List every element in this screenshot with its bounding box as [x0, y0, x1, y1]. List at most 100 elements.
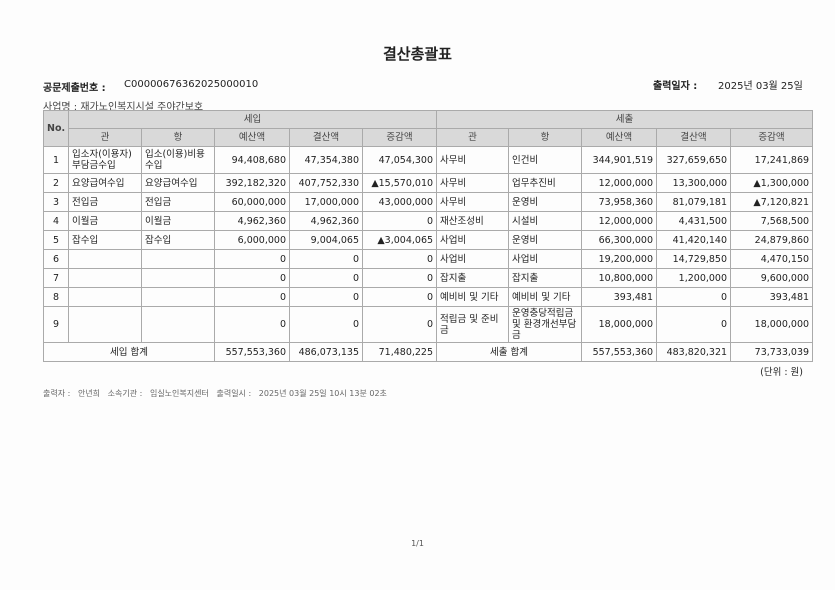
cell-r-gwan: 잡수입 [68, 230, 142, 250]
header-r-settled: 결산액 [289, 128, 363, 147]
expense-total-diff: 73,733,039 [730, 342, 814, 362]
cell-e-budget: 18,000,000 [581, 306, 658, 343]
cell-e-diff: 9,600,000 [730, 268, 814, 288]
cell-e-gwan: 잡지출 [436, 268, 510, 288]
cell-r-budget: 60,000,000 [214, 192, 290, 212]
cell-e-budget: 12,000,000 [581, 173, 658, 193]
cell-r-settled: 407,752,330 [289, 173, 363, 193]
cell-r-gwan: 전입금 [68, 192, 142, 212]
cell-r-budget: 6,000,000 [214, 230, 290, 250]
table-row: 4 이월금 이월금 4,962,360 4,962,360 0 재산조성비 시설비 12,000… [43, 211, 814, 231]
cell-r-diff: 47,054,300 [361, 146, 438, 174]
table-row: 6 0 0 0 사업비 사업비 19,200,000 14,729,850 4,470,150 [43, 249, 814, 269]
cell-e-gwan: 사무비 [436, 146, 510, 174]
cell-e-hang: 업무추진비 [508, 173, 583, 193]
summary-table: No. 세입 세출 관 항 예산액 결산액 증감액 관 항 예산액 결산액 증감… [43, 110, 814, 362]
cell-no: 7 [43, 268, 69, 288]
revenue-total-budget: 557,553,360 [214, 342, 290, 362]
print-date: 2025년 03월 25일 [718, 81, 803, 92]
cell-r-diff: 0 [361, 268, 438, 288]
cell-e-gwan: 사무비 [436, 173, 510, 193]
cell-e-budget: 344,901,519 [581, 146, 658, 174]
doc-no: C00000676362025000010 [124, 79, 259, 90]
cell-no: 3 [43, 192, 69, 212]
print-date-label: 출력일자 : [653, 81, 698, 92]
expense-total-label: 세출 합계 [436, 342, 583, 362]
table-row: 8 0 0 0 예비비 및 기타 예비비 및 기타 393,481 0 393,481 [43, 287, 814, 307]
table-row: 9 0 0 0 적립금 및 준비금 운영충당적립금 및 환경개선부담금 18,000,000… [43, 306, 814, 343]
header-e-settled: 결산액 [656, 128, 732, 147]
cell-e-diff: 393,481 [730, 287, 814, 307]
cell-r-hang: 전입금 [141, 192, 215, 212]
cell-e-diff: 7,568,500 [730, 211, 814, 231]
cell-e-gwan: 사업비 [436, 249, 510, 269]
cell-r-diff: ▲3,004,065 [361, 230, 438, 250]
header-no: No. [43, 110, 69, 147]
cell-r-settled: 0 [289, 268, 363, 288]
unit-note: (단위 : 원) [760, 367, 803, 378]
cell-e-diff: 18,000,000 [730, 306, 814, 343]
header-e-diff: 증감액 [730, 128, 814, 147]
cell-e-budget: 10,800,000 [581, 268, 658, 288]
cell-e-diff: ▲1,300,000 [730, 173, 814, 193]
cell-no: 8 [43, 287, 69, 307]
table-row: 3 전입금 전입금 60,000,000 17,000,000 43,000,000 사무비… [43, 192, 814, 212]
cell-r-budget: 0 [214, 306, 290, 343]
cell-e-settled: 0 [656, 287, 732, 307]
header-revenue: 세입 [67, 110, 438, 129]
table-row: 7 0 0 0 잡지출 잡지출 10,800,000 1,200,000 9,600,000 [43, 268, 814, 288]
cell-r-budget: 94,408,680 [214, 146, 290, 174]
cell-e-budget: 393,481 [581, 287, 658, 307]
cell-e-gwan: 사업비 [436, 230, 510, 250]
cell-no: 2 [43, 173, 69, 193]
business-name: 재가노인복지시설 주야간보호 [80, 102, 204, 113]
cell-e-hang: 사업비 [508, 249, 583, 269]
cell-r-hang [141, 268, 215, 288]
cell-r-budget: 0 [214, 268, 290, 288]
cell-r-settled: 4,962,360 [289, 211, 363, 231]
cell-e-budget: 12,000,000 [581, 211, 658, 231]
cell-r-settled: 47,354,380 [289, 146, 363, 174]
cell-r-hang [141, 287, 215, 307]
cell-e-hang: 잡지출 [508, 268, 583, 288]
header-r-hang: 항 [141, 128, 215, 147]
expense-total-settled: 483,820,321 [656, 342, 732, 362]
cell-e-diff: 4,470,150 [730, 249, 814, 269]
cell-r-hang: 이월금 [141, 211, 215, 231]
cell-no: 6 [43, 249, 69, 269]
header-r-gwan: 관 [68, 128, 142, 147]
cell-r-gwan: 이월금 [68, 211, 142, 231]
revenue-total-diff: 71,480,225 [361, 342, 438, 362]
cell-no: 5 [43, 230, 69, 250]
cell-r-settled: 9,004,065 [289, 230, 363, 250]
cell-e-settled: 327,659,650 [656, 146, 732, 174]
cell-e-hang: 운영비 [508, 192, 583, 212]
page-title: 결산총괄표 [382, 45, 452, 63]
cell-r-settled: 0 [289, 287, 363, 307]
cell-r-budget: 4,962,360 [214, 211, 290, 231]
expense-total-budget: 557,553,360 [581, 342, 658, 362]
cell-r-diff: 43,000,000 [361, 192, 438, 212]
cell-e-budget: 19,200,000 [581, 249, 658, 269]
header-e-hang: 항 [508, 128, 583, 147]
cell-r-gwan: 요양급여수입 [68, 173, 142, 193]
cell-r-diff: ▲15,570,010 [361, 173, 438, 193]
cell-no: 4 [43, 211, 69, 231]
cell-no: 1 [43, 146, 69, 174]
table-row: 1 입소자(이용자)부담금수입 입소(이용)비용수입 94,408,680 47,354… [43, 146, 814, 174]
doc-no-label: 공문제출번호 : [43, 83, 106, 94]
page-number: 1/1 [411, 539, 424, 548]
business-label: 사업명 : [43, 102, 78, 113]
cell-e-settled: 14,729,850 [656, 249, 732, 269]
cell-e-settled: 1,200,000 [656, 268, 732, 288]
cell-e-settled: 41,420,140 [656, 230, 732, 250]
table-row: 5 잡수입 잡수입 6,000,000 9,004,065 ▲3,004,065 사업비 운영… [43, 230, 814, 250]
cell-e-gwan: 사무비 [436, 192, 510, 212]
cell-r-gwan [68, 306, 142, 343]
cell-r-gwan: 입소자(이용자)부담금수입 [68, 146, 142, 174]
cell-e-hang: 시설비 [508, 211, 583, 231]
cell-r-gwan [68, 268, 142, 288]
cell-r-settled: 0 [289, 306, 363, 343]
cell-e-hang: 예비비 및 기타 [508, 287, 583, 307]
